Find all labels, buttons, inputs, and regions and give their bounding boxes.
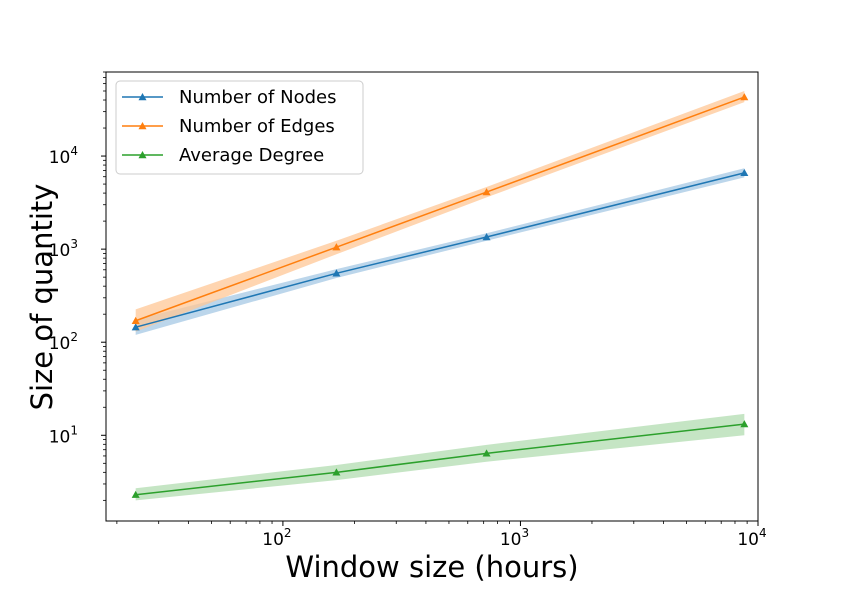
x-tick-label: 103 [500,526,529,550]
legend: Number of Nodes Number of Edges Average De… [115,80,364,175]
point-series-2 [332,468,341,476]
plot-frame [105,71,759,522]
x-tick-label: 102 [262,526,291,550]
point-series-1 [332,243,341,251]
x-tick-label: 104 [737,526,766,550]
line-series-1 [135,96,745,322]
y-tick-label: 101 [49,423,78,447]
point-series-2 [131,490,140,498]
band-series-0 [135,168,745,335]
band-series-1 [135,90,745,332]
point-series-0 [482,233,491,241]
legend-marker [138,151,147,159]
y-tick-label: 103 [49,237,78,261]
y-tick-label: 104 [49,144,78,168]
series-markers [131,93,749,498]
band-series-2 [135,413,745,501]
point-series-0 [332,269,341,277]
legend-label: Average Degree [179,145,324,166]
line-series-2 [135,423,745,496]
y-tick-label: 102 [49,330,78,354]
y-axis-ticks: 101 102 103 104 [49,71,106,501]
point-series-1 [740,93,749,101]
x-axis-title: Window size (hours) [285,550,578,584]
legend-marker [138,93,147,101]
legend-marker [138,122,147,130]
confidence-bands [135,90,745,501]
legend-label: Number of Nodes [179,87,336,108]
point-series-2 [482,449,491,457]
x-axis-ticks: 102 103 104 [116,521,767,550]
point-series-2 [740,420,749,428]
point-series-1 [131,316,140,324]
point-series-0 [131,323,140,331]
point-series-0 [740,168,749,177]
legend-label: Number of Edges [179,116,335,137]
series-lines [135,96,745,496]
y-axis-title: Size of quantity [25,184,59,411]
line-series-0 [135,172,745,328]
point-series-1 [482,188,491,196]
legend-box [115,80,364,175]
